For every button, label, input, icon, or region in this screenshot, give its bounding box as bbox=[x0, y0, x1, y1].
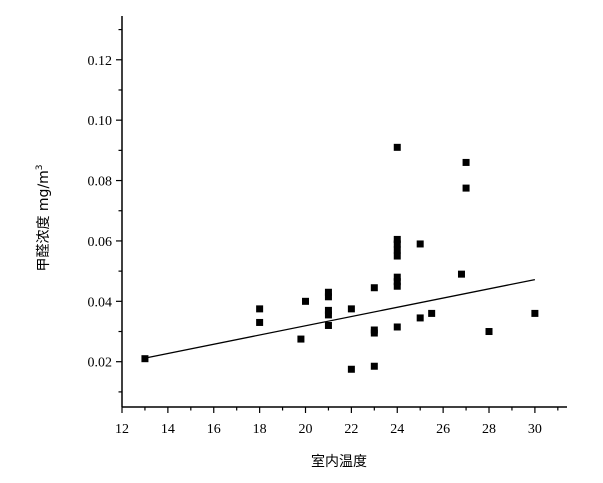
y-axis-title-superscript: 3 bbox=[35, 164, 45, 170]
data-point bbox=[324, 306, 332, 314]
data-point bbox=[324, 311, 332, 319]
y-tick-label: 0.12 bbox=[88, 54, 113, 69]
x-tick-label: 26 bbox=[436, 422, 450, 437]
data-point bbox=[302, 297, 310, 305]
x-tick-label: 28 bbox=[482, 422, 496, 437]
x-tick-label: 20 bbox=[299, 422, 313, 437]
data-point bbox=[256, 305, 264, 313]
data-point bbox=[393, 278, 401, 286]
data-points bbox=[141, 143, 539, 373]
data-point bbox=[462, 158, 470, 166]
data-point bbox=[393, 246, 401, 254]
data-point bbox=[347, 305, 355, 313]
x-tick-label: 14 bbox=[161, 422, 175, 437]
data-point bbox=[324, 321, 332, 329]
data-point bbox=[485, 328, 493, 336]
data-point bbox=[141, 355, 149, 363]
y-tick-label: 0.10 bbox=[88, 114, 113, 129]
y-tick-label: 0.04 bbox=[88, 295, 113, 310]
data-point bbox=[457, 270, 465, 278]
data-point bbox=[324, 288, 332, 296]
data-point bbox=[324, 293, 332, 301]
data-point bbox=[393, 235, 401, 243]
y-tick-label: 0.02 bbox=[88, 356, 113, 371]
data-point bbox=[370, 284, 378, 292]
x-tick-label: 18 bbox=[253, 422, 267, 437]
data-point bbox=[393, 273, 401, 281]
axes bbox=[121, 16, 567, 408]
data-point bbox=[393, 143, 401, 151]
x-axis-title: 室内温度 bbox=[311, 453, 367, 470]
x-tick-label: 12 bbox=[115, 422, 129, 437]
trend-line bbox=[144, 278, 536, 359]
x-tick-label: 22 bbox=[344, 422, 358, 437]
data-point bbox=[393, 282, 401, 290]
x-axis-ticks: 12 14 16 18 20 22 24 26 28 30 bbox=[115, 407, 559, 437]
x-tick-label: 30 bbox=[528, 422, 542, 437]
data-point bbox=[370, 329, 378, 337]
y-tick-label: 0.06 bbox=[88, 235, 113, 250]
y-axis-title: 甲醛浓度 mg/m3 bbox=[35, 164, 52, 271]
data-point bbox=[428, 309, 436, 317]
data-point bbox=[531, 309, 539, 317]
data-point bbox=[393, 240, 401, 248]
y-axis-ticks: 0.02 0.04 0.06 0.08 0.10 0.12 bbox=[88, 28, 122, 393]
data-point bbox=[416, 314, 424, 322]
x-tick-label: 16 bbox=[207, 422, 221, 437]
x-tick-label: 24 bbox=[390, 422, 404, 437]
data-point bbox=[370, 362, 378, 370]
y-tick-label: 0.08 bbox=[88, 175, 113, 190]
data-point bbox=[256, 318, 264, 326]
data-point bbox=[393, 252, 401, 260]
data-point bbox=[297, 335, 305, 343]
trend-line-group bbox=[144, 278, 536, 359]
data-point bbox=[416, 240, 424, 248]
data-point bbox=[347, 365, 355, 373]
data-point bbox=[393, 323, 401, 331]
data-point bbox=[462, 184, 470, 192]
y-axis-title-text: 甲醛浓度 mg/m bbox=[36, 170, 52, 271]
